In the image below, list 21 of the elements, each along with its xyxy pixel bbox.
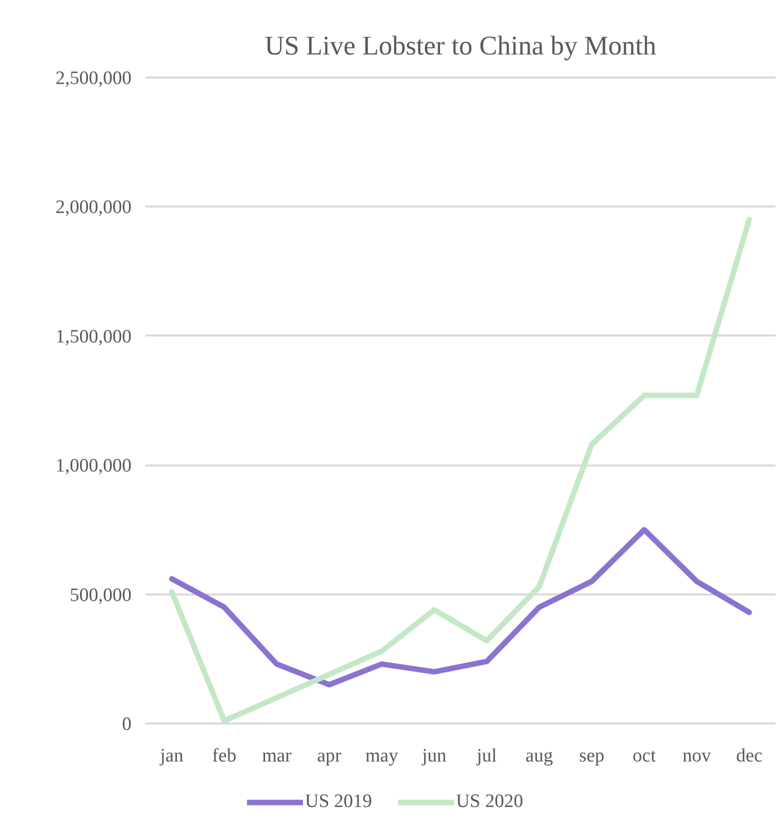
x-tick-label: apr [317,746,342,766]
x-tick-label: aug [526,746,554,766]
x-tick-label: dec [736,746,762,766]
x-tick-label: jan [159,746,184,766]
y-tick-label: 1,000,000 [56,456,132,477]
x-tick-label: jun [421,746,447,766]
x-tick-label: sep [579,746,604,766]
chart-title: US Live Lobster to China by Month [264,30,657,60]
x-tick-label: mar [262,746,292,766]
y-tick-label: 0 [122,714,132,735]
legend-label: US 2019 [305,791,372,813]
y-tick-label: 1,500,000 [56,326,132,348]
legend-label: US 2020 [456,791,524,813]
x-tick-label: nov [682,746,712,766]
y-tick-label: 500,000 [70,584,132,606]
y-tick-label: 2,000,000 [56,197,132,218]
y-tick-label: 2,500,000 [56,68,132,89]
x-tick-label: may [365,746,399,766]
x-tick-label: feb [212,746,236,766]
x-tick-label: jul [476,746,497,766]
x-tick-label: oct [632,746,657,766]
